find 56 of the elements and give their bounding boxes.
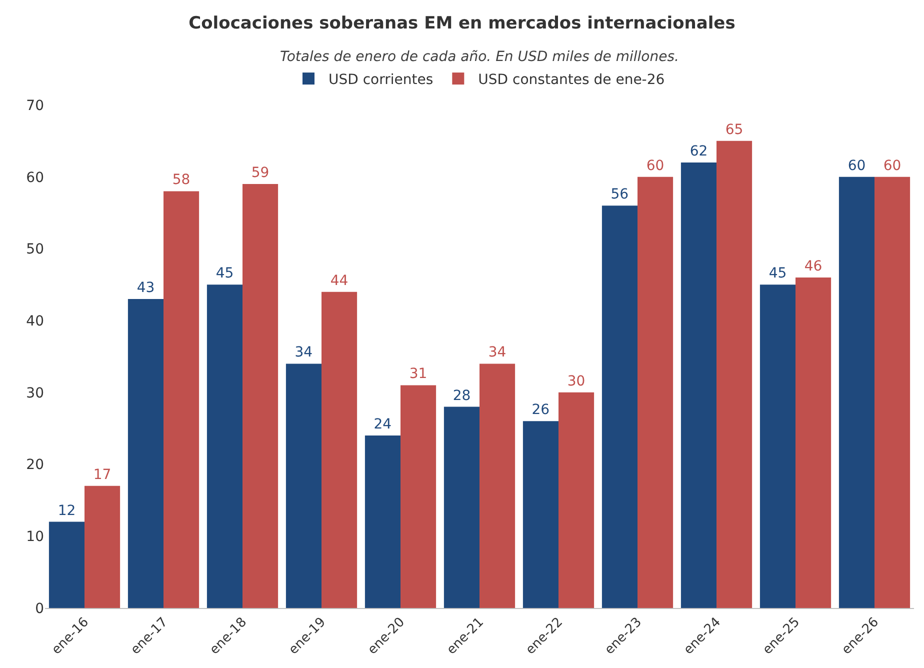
bar [164, 191, 200, 608]
data-label: 44 [330, 272, 348, 289]
legend-label: USD constantes de ene-26 [478, 72, 665, 88]
data-label: 26 [532, 402, 550, 418]
bar [760, 284, 796, 608]
bar [716, 140, 752, 608]
bar [796, 277, 832, 608]
bar [48, 522, 84, 608]
data-label: 60 [848, 158, 866, 174]
chart-subtitle: Totales de enero de cada año. En USD miles de millones. [280, 49, 679, 65]
data-label: 34 [488, 344, 506, 361]
bar [522, 421, 558, 608]
data-label: 17 [93, 466, 112, 483]
bar [480, 364, 516, 608]
data-label: 60 [646, 158, 664, 174]
y-tick-label: 50 [26, 242, 44, 258]
chart-title: Colocaciones soberanas EM en mercados internacionales [188, 14, 736, 34]
bar [242, 184, 278, 608]
data-label: 58 [172, 172, 190, 188]
data-label: 59 [251, 165, 270, 182]
data-label: 30 [567, 373, 586, 390]
data-label: 65 [725, 122, 744, 138]
bar [838, 176, 874, 608]
y-tick-label: 70 [26, 98, 44, 114]
y-tick-label: 0 [35, 600, 44, 617]
bar [206, 284, 242, 608]
legend-label: USD corrientes [328, 72, 434, 88]
data-label: 56 [610, 186, 629, 203]
y-tick-label: 10 [26, 529, 44, 546]
data-label: 46 [804, 258, 822, 274]
bar [602, 206, 638, 608]
data-label: 45 [768, 266, 787, 282]
data-label: 28 [452, 388, 471, 404]
bar [84, 486, 120, 608]
y-tick-label: 40 [26, 313, 44, 330]
data-label: 12 [58, 502, 76, 519]
data-label: 24 [374, 416, 392, 433]
bar [400, 385, 436, 608]
data-label: 60 [883, 158, 902, 174]
bar [322, 292, 358, 608]
bar [680, 162, 716, 608]
bar [558, 392, 594, 608]
y-tick-label: 30 [26, 385, 44, 402]
bar [444, 406, 480, 608]
bar [364, 436, 400, 608]
data-label: 31 [409, 366, 428, 382]
y-tick-label: 60 [26, 170, 44, 186]
bar [874, 176, 910, 608]
data-label: 43 [136, 280, 155, 296]
data-label: 62 [690, 143, 708, 160]
bar [638, 176, 674, 608]
bar [128, 299, 164, 608]
bar [286, 364, 322, 608]
data-label: 45 [216, 266, 234, 282]
y-tick-label: 20 [26, 457, 44, 474]
data-label: 34 [294, 344, 313, 361]
